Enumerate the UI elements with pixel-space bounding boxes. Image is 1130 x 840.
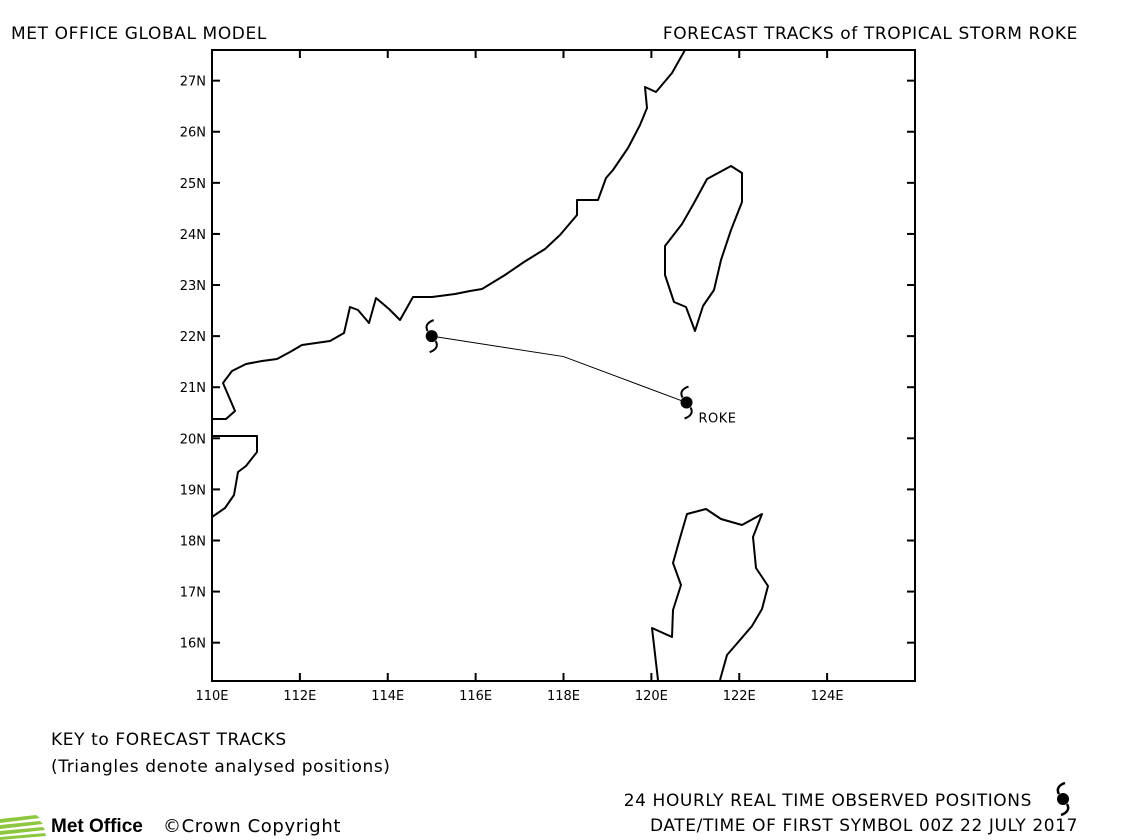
map-frame (211, 49, 916, 682)
coastline-luzon (651, 508, 769, 681)
axis-ticks (211, 50, 915, 681)
lat-label: 25N (180, 177, 206, 192)
lon-label: 112E (283, 689, 316, 704)
lat-label: 23N (180, 279, 206, 294)
lat-label: 21N (180, 381, 206, 396)
longitude-labels: 110E 112E 114E 116E 118E 120E 122E 124E (195, 689, 843, 704)
lat-label: 17N (180, 586, 206, 601)
lon-label: 114E (371, 689, 404, 704)
lon-label: 118E (547, 689, 580, 704)
observed-positions-label: 24 HOURLY REAL TIME OBSERVED POSITIONS (623, 791, 1032, 811)
coastline-china (212, 49, 686, 420)
chart-title: FORECAST TRACKS of TROPICAL STORM ROKE (662, 24, 1078, 44)
lat-label: 24N (180, 228, 206, 243)
key-title: KEY to FORECAST TRACKS (51, 730, 287, 750)
cyclone-symbol-icon (425, 319, 438, 354)
coastline-hainan (211, 435, 258, 518)
storm-track-line (431, 335, 687, 404)
lon-label: 122E (723, 689, 756, 704)
lat-label: 22N (180, 330, 206, 345)
cyclone-symbol-icon (1056, 782, 1070, 816)
latitude-labels: 16N 17N 18N 19N 20N 21N 22N 23N 24N 25N 26N 27N (180, 75, 206, 652)
first-symbol-date: DATE/TIME OF FIRST SYMBOL 00Z 22 JULY 20… (649, 816, 1078, 836)
storm-label: ROKE (699, 412, 737, 427)
lon-label: 116E (459, 689, 492, 704)
coastline-taiwan (664, 165, 743, 332)
lat-label: 18N (180, 534, 206, 549)
copyright-text: ©Crown Copyright (163, 816, 341, 837)
lat-label: 26N (180, 126, 206, 141)
lon-label: 124E (811, 689, 844, 704)
met-office-logo: Met Office (0, 815, 143, 840)
key-note: (Triangles denote analysed positions) (51, 757, 391, 777)
lon-label: 120E (635, 689, 668, 704)
coastlines (211, 49, 769, 681)
model-title: MET OFFICE GLOBAL MODEL (11, 24, 267, 44)
logo-stripes-icon (0, 815, 46, 840)
lon-label: 110E (195, 689, 228, 704)
cyclone-symbol-icon (680, 385, 693, 420)
storm-symbols (425, 319, 693, 420)
lat-label: 16N (180, 637, 206, 652)
lat-label: 20N (180, 432, 206, 447)
logo-text: Met Office (51, 816, 143, 837)
lat-label: 19N (180, 483, 206, 498)
lat-label: 27N (180, 75, 206, 90)
